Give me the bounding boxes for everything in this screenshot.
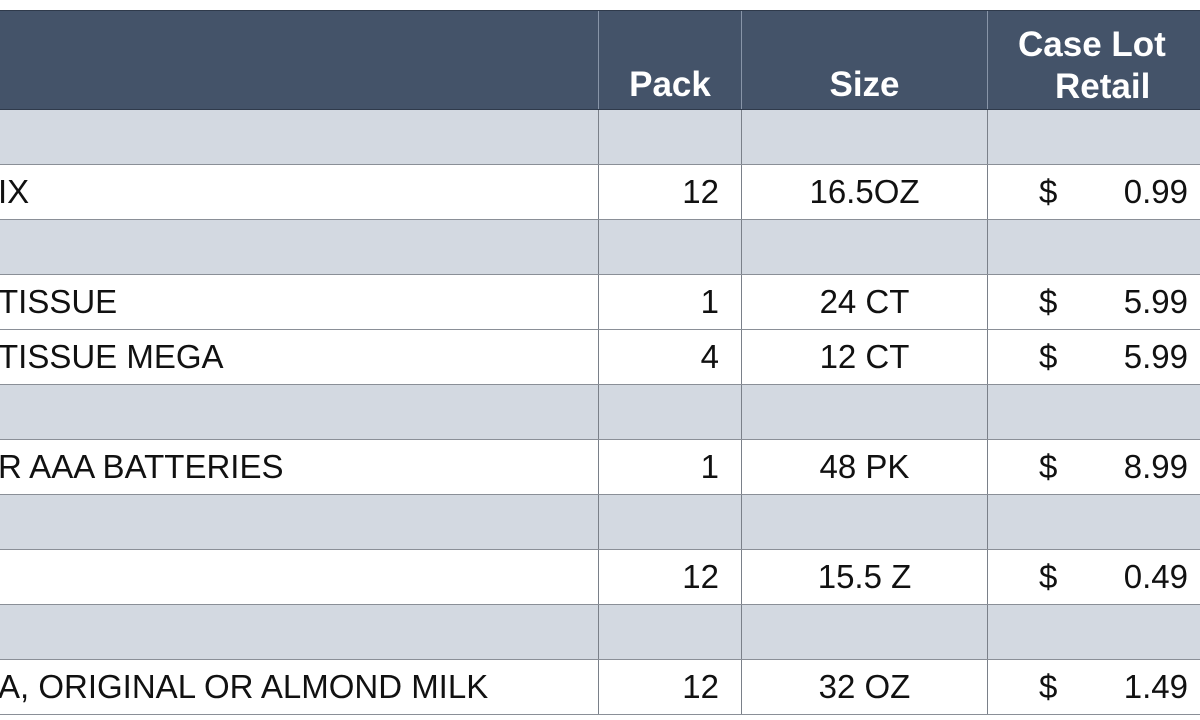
- description-cell: TISSUE MEGA: [0, 330, 598, 384]
- item-size: 48 PK: [819, 448, 910, 485]
- retail-cell: [987, 220, 1200, 274]
- table-row: TISSUE 1 24 CT $5.99: [0, 275, 1200, 330]
- pack-cell: [598, 385, 741, 439]
- currency-symbol: $: [1039, 283, 1058, 320]
- pack-cell: [598, 220, 741, 274]
- item-price: 8.99: [1123, 448, 1188, 485]
- retail-cell: $0.99: [987, 165, 1200, 219]
- description-cell: [0, 550, 598, 604]
- size-cell: [741, 495, 987, 549]
- description-cell: [0, 605, 598, 659]
- item-pack: 12: [682, 668, 719, 705]
- item-description: A, ORIGINAL OR ALMOND MILK: [0, 668, 489, 705]
- header-retail: Case Lot Retail: [987, 11, 1200, 109]
- table-body: IX 12 16.5OZ $0.99 TISSUE 1 24 CT $5.99 TISSUE M…: [0, 110, 1200, 715]
- pack-cell: 12: [598, 660, 741, 714]
- pack-cell: [598, 495, 741, 549]
- item-pack: 4: [700, 338, 719, 375]
- header-pack: Pack: [598, 11, 741, 109]
- size-cell: [741, 605, 987, 659]
- size-cell: [741, 385, 987, 439]
- retail-cell: [987, 385, 1200, 439]
- header-description: [0, 11, 598, 109]
- pack-cell: 12: [598, 550, 741, 604]
- item-size: 12 CT: [819, 338, 910, 375]
- price-table: Pack Size Case Lot Retail IX 12 16.5OZ $0.9…: [0, 10, 1200, 715]
- retail-cell: [987, 495, 1200, 549]
- item-size: 32 OZ: [818, 668, 911, 705]
- retail-cell: [987, 110, 1200, 164]
- table-row: A, ORIGINAL OR ALMOND MILK 12 32 OZ $1.49: [0, 660, 1200, 715]
- item-size: 16.5OZ: [809, 173, 920, 210]
- currency-symbol: $: [1039, 558, 1058, 595]
- retail-cell: $8.99: [987, 440, 1200, 494]
- retail-cell: [987, 605, 1200, 659]
- item-pack: 1: [700, 283, 719, 320]
- description-cell: [0, 385, 598, 439]
- item-price: 1.49: [1123, 668, 1188, 705]
- size-cell: 12 CT: [741, 330, 987, 384]
- size-cell: 48 PK: [741, 440, 987, 494]
- table-row: R AAA BATTERIES 1 48 PK $8.99: [0, 440, 1200, 495]
- description-cell: [0, 495, 598, 549]
- description-cell: [0, 110, 598, 164]
- description-cell: [0, 220, 598, 274]
- category-band-row: [0, 220, 1200, 275]
- item-pack: 12: [682, 558, 719, 595]
- item-description: R AAA BATTERIES: [0, 448, 284, 485]
- pack-cell: [598, 605, 741, 659]
- description-cell: A, ORIGINAL OR ALMOND MILK: [0, 660, 598, 714]
- currency-symbol: $: [1039, 448, 1058, 485]
- retail-cell: $0.49: [987, 550, 1200, 604]
- item-price: 5.99: [1123, 338, 1188, 375]
- item-description: TISSUE: [0, 283, 118, 320]
- pack-cell: [598, 110, 741, 164]
- size-cell: 16.5OZ: [741, 165, 987, 219]
- category-band-row: [0, 495, 1200, 550]
- item-description: TISSUE MEGA: [0, 338, 224, 375]
- size-cell: 32 OZ: [741, 660, 987, 714]
- header-pack-label: Pack: [629, 65, 711, 104]
- item-price: 0.99: [1123, 173, 1188, 210]
- retail-cell: $5.99: [987, 275, 1200, 329]
- item-size: 24 CT: [819, 283, 910, 320]
- table-header-row: Pack Size Case Lot Retail: [0, 10, 1200, 110]
- pack-cell: 1: [598, 275, 741, 329]
- currency-symbol: $: [1039, 173, 1058, 210]
- pack-cell: 4: [598, 330, 741, 384]
- header-size-label: Size: [829, 65, 900, 104]
- size-cell: 24 CT: [741, 275, 987, 329]
- size-cell: 15.5 Z: [741, 550, 987, 604]
- category-band-row: [0, 110, 1200, 165]
- description-cell: R AAA BATTERIES: [0, 440, 598, 494]
- header-retail-label-line2: Retail: [1055, 67, 1151, 106]
- pack-cell: 12: [598, 165, 741, 219]
- description-cell: IX: [0, 165, 598, 219]
- size-cell: [741, 220, 987, 274]
- item-size: 15.5 Z: [817, 558, 912, 595]
- pack-cell: 1: [598, 440, 741, 494]
- item-pack: 1: [700, 448, 719, 485]
- table-row: TISSUE MEGA 4 12 CT $5.99: [0, 330, 1200, 385]
- item-price: 0.49: [1123, 558, 1188, 595]
- category-band-row: [0, 385, 1200, 440]
- retail-cell: $1.49: [987, 660, 1200, 714]
- category-band-row: [0, 605, 1200, 660]
- currency-symbol: $: [1039, 338, 1058, 375]
- item-pack: 12: [682, 173, 719, 210]
- retail-cell: $5.99: [987, 330, 1200, 384]
- size-cell: [741, 110, 987, 164]
- header-retail-label-line1: Case Lot: [1018, 25, 1166, 64]
- table-row: IX 12 16.5OZ $0.99: [0, 165, 1200, 220]
- header-size: Size: [741, 11, 987, 109]
- table-row: 12 15.5 Z $0.49: [0, 550, 1200, 605]
- item-price: 5.99: [1123, 283, 1188, 320]
- item-description: IX: [0, 173, 30, 210]
- description-cell: TISSUE: [0, 275, 598, 329]
- currency-symbol: $: [1039, 668, 1058, 705]
